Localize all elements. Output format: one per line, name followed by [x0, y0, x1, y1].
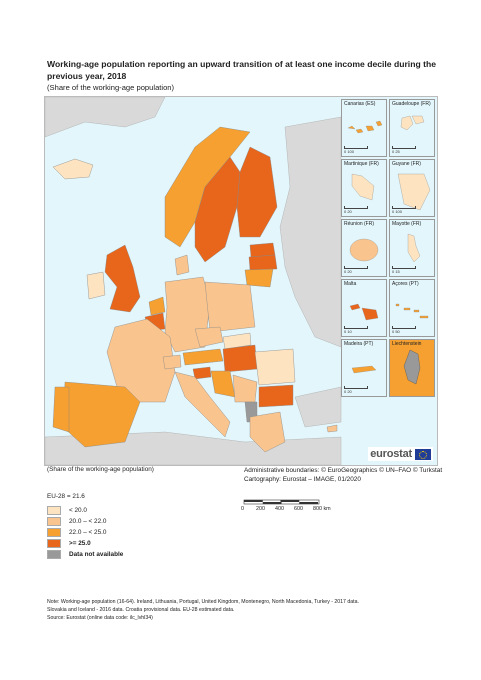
map-credits: Administrative boundaries: © EuroGeograp…	[244, 466, 442, 484]
inset-maps: Canarias (ES) 0 100 Guadeloupe (FR) 0 25…	[341, 99, 435, 463]
inset-scale: 0 100	[392, 206, 417, 214]
scale-tick: 600	[294, 506, 303, 512]
legend-item: Data not available	[47, 549, 123, 560]
inset-acores: Açores (PT) 0 50	[389, 279, 435, 337]
boundaries-credit: Administrative boundaries: © EuroGeograp…	[244, 467, 443, 474]
legend-label: < 20.0	[69, 507, 87, 514]
map-title: Working-age population reporting an upwa…	[47, 59, 436, 81]
inset-label: Açores (PT)	[392, 281, 419, 287]
scale-tick: 400	[275, 506, 284, 512]
inset-scale: 0 100	[344, 146, 369, 154]
inset-label: Mayotte (FR)	[392, 221, 422, 227]
map-frame: Canarias (ES) 0 100 Guadeloupe (FR) 0 25…	[44, 96, 438, 466]
inset-madeira: Madeira (PT) 0 20	[341, 339, 387, 397]
legend-item: >= 25.0	[47, 538, 123, 549]
inset-guyane: Guyane (FR) 0 100	[389, 159, 435, 217]
legend-item: < 20.0	[47, 505, 123, 516]
footnote-note: Note: Working-age population (16-64). Ir…	[47, 599, 359, 605]
legend-label: 20.0 – < 22.0	[69, 518, 107, 525]
inset-scale: 0 20	[344, 386, 368, 394]
footnote-source: Source: Eurostat (online data code: ilc_…	[47, 615, 153, 621]
scale-tick: 800 km	[313, 506, 331, 512]
footnote: Note: Working-age population (16-64). Ir…	[47, 598, 447, 622]
legend-swatch	[47, 550, 61, 559]
eurostat-wordmark: eurostat	[370, 448, 412, 460]
inset-scale: 0 15	[392, 266, 416, 274]
inset-scale: 0 20	[344, 266, 368, 274]
legend-item: 20.0 – < 22.0	[47, 516, 123, 527]
inset-reunion: Réunion (FR) 0 20	[341, 219, 387, 277]
inset-label: Canarias (ES)	[344, 101, 376, 107]
legend-swatch	[47, 539, 61, 548]
inset-canarias: Canarias (ES) 0 100	[341, 99, 387, 157]
legend-swatch	[47, 528, 61, 537]
inset-label: Liechtenstein	[392, 341, 422, 347]
inset-scale: 0 50	[392, 326, 416, 334]
inset-label: Réunion (FR)	[344, 221, 375, 227]
footnote-note-cont: Slovakia and Iceland - 2016 data. Croati…	[47, 607, 235, 613]
legend-item: 22.0 – < 25.0	[47, 527, 123, 538]
inset-scale: 0 25	[392, 146, 416, 154]
inset-label: Martinique (FR)	[344, 161, 379, 167]
inset-label: Guadeloupe (FR)	[392, 101, 431, 107]
inset-martinique: Martinique (FR) 0 20	[341, 159, 387, 217]
inset-liechtenstein: Liechtenstein	[389, 339, 435, 397]
inset-scale: 0 10	[344, 326, 368, 334]
legend-swatch	[47, 506, 61, 515]
legend-swatch	[47, 517, 61, 526]
scale-tick: 0	[241, 506, 244, 512]
legend-label: Data not available	[69, 551, 124, 558]
inset-scale: 0 20	[344, 206, 368, 214]
scale-bar	[243, 499, 320, 505]
eu-average: EU-28 = 21.6	[47, 493, 85, 500]
inset-malta: Malta 0 10	[341, 279, 387, 337]
inset-label: Malta	[344, 281, 357, 287]
scale-tick: 200	[256, 506, 265, 512]
eurostat-logo: eurostat	[368, 447, 433, 461]
map-subtitle: (Share of the working-age population)	[47, 83, 175, 92]
map-legend: EU-28 = 21.6 < 20.0 20.0 – < 22.0 22.0 –…	[47, 493, 123, 560]
cartography-credit: Cartography: Eurostat – IMAGE, 01/2020	[244, 476, 361, 483]
inset-label: Guyane (FR)	[392, 161, 421, 167]
legend-label: >= 25.0	[69, 540, 91, 547]
inset-guadeloupe: Guadeloupe (FR) 0 25	[389, 99, 435, 157]
share-note: (Share of the working-age population)	[47, 466, 154, 473]
inset-label: Madeira (PT)	[344, 341, 374, 347]
eu-flag-icon	[415, 448, 431, 460]
inset-mayotte: Mayotte (FR) 0 15	[389, 219, 435, 277]
legend-label: 22.0 – < 25.0	[69, 529, 107, 536]
